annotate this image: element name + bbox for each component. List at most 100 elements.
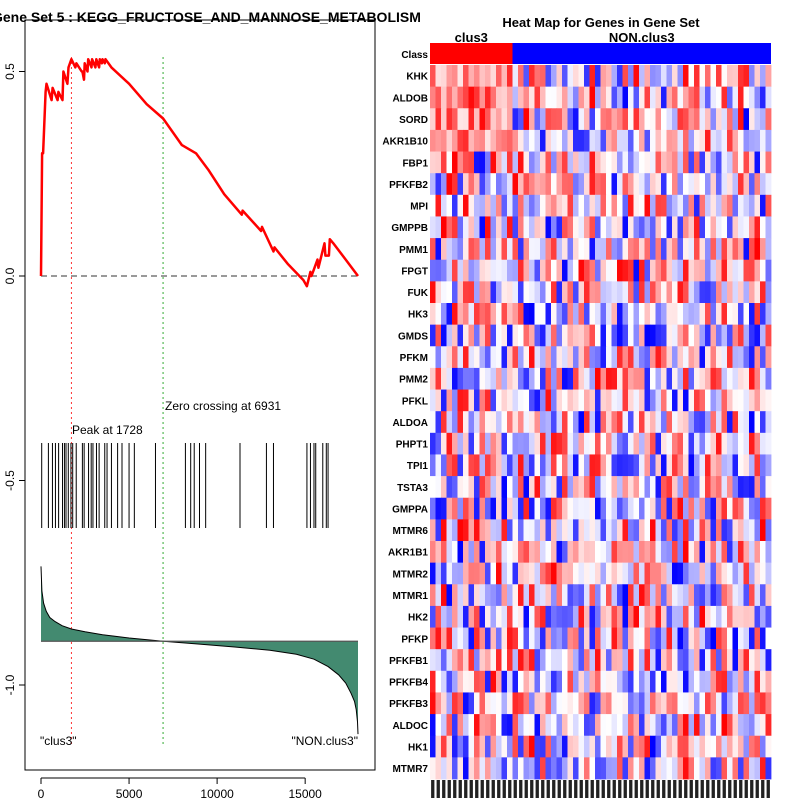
- heat-cell: [457, 108, 464, 131]
- heat-cell: [650, 541, 656, 564]
- heat-cell: [556, 519, 563, 542]
- heat-cell: [556, 303, 563, 326]
- heat-cell: [628, 497, 634, 520]
- heat-cell: [617, 584, 623, 607]
- sample-label-mark: [480, 780, 484, 798]
- heat-cell: [710, 432, 717, 455]
- heat-cell: [496, 389, 502, 412]
- heat-cell: [545, 497, 552, 520]
- heat-cell: [534, 303, 541, 326]
- heat-cell: [551, 432, 557, 455]
- heat-cell: [749, 757, 755, 780]
- heat-cell: [595, 173, 601, 196]
- heat-cell: [589, 454, 596, 477]
- heat-cell: [457, 692, 464, 715]
- heat-cell: [639, 454, 645, 477]
- heat-cell: [738, 411, 744, 434]
- heat-cell: [661, 86, 667, 109]
- heat-cell: [606, 411, 612, 434]
- heat-cell: [545, 605, 552, 628]
- heat-cell: [468, 151, 475, 174]
- heat-cell: [589, 108, 596, 131]
- heat-cell: [699, 194, 706, 217]
- heat-cell: [562, 216, 568, 239]
- heat-cell: [650, 346, 656, 369]
- heat-cell: [743, 86, 750, 109]
- heat-cell: [567, 649, 574, 672]
- heat-cell: [738, 303, 744, 326]
- heat-cell: [430, 86, 436, 109]
- heat-cell: [732, 476, 739, 499]
- heat-cell: [512, 281, 519, 304]
- heat-cell: [457, 281, 464, 304]
- heat-cell: [441, 454, 447, 477]
- heat-cell: [721, 173, 728, 196]
- heat-cell: [463, 324, 469, 347]
- heat-cell: [754, 476, 761, 499]
- sample-label-mark: [579, 780, 583, 798]
- gene-label: FBP1: [402, 158, 428, 169]
- heat-cell: [584, 649, 590, 672]
- heat-cell: [721, 389, 728, 412]
- heat-cell: [600, 129, 607, 152]
- heat-cell: [551, 303, 557, 326]
- heat-cell: [545, 541, 552, 564]
- heat-cell: [727, 735, 733, 758]
- heat-cell: [556, 259, 563, 282]
- heat-cell: [655, 605, 662, 628]
- heat-cell: [474, 281, 480, 304]
- heat-cell: [716, 454, 722, 477]
- heat-cell: [540, 259, 546, 282]
- heat-cell: [490, 454, 497, 477]
- heat-cell: [655, 367, 662, 390]
- heat-cell: [512, 259, 519, 282]
- heat-cell: [562, 670, 568, 693]
- heat-cell: [699, 432, 706, 455]
- heat-cell: [738, 692, 744, 715]
- heat-cell: [754, 432, 761, 455]
- heat-cell: [556, 562, 563, 585]
- heat-cell: [584, 238, 590, 261]
- heat-cell: [600, 65, 607, 88]
- group-label-clus3: clus3: [455, 30, 488, 45]
- heat-cell: [628, 65, 634, 88]
- heat-cell: [677, 670, 684, 693]
- gene-label: ALDOA: [392, 418, 428, 429]
- heat-cell: [749, 714, 755, 737]
- heat-cell: [589, 216, 596, 239]
- heat-cell: [699, 65, 706, 88]
- sample-label-mark: [453, 780, 457, 798]
- heat-cell: [721, 303, 728, 326]
- heat-cell: [655, 541, 662, 564]
- heat-cell: [716, 605, 722, 628]
- heat-cell: [540, 303, 546, 326]
- heat-cell: [677, 367, 684, 390]
- heat-cell: [732, 303, 739, 326]
- heat-cell: [512, 454, 519, 477]
- heat-cell: [688, 151, 695, 174]
- heat-cell: [655, 303, 662, 326]
- heat-cell: [468, 757, 475, 780]
- heat-cell: [446, 281, 453, 304]
- heat-cell: [573, 194, 579, 217]
- heat-cell: [628, 238, 634, 261]
- heat-cell: [661, 670, 667, 693]
- heat-cell: [628, 562, 634, 585]
- heat-cell: [655, 173, 662, 196]
- heat-cell: [606, 324, 612, 347]
- x-tick-label: 15000: [288, 787, 322, 800]
- heat-cell: [628, 108, 634, 131]
- heat-cell: [523, 757, 530, 780]
- peak-annotation: Peak at 1728: [72, 423, 143, 437]
- heat-cell: [765, 151, 772, 174]
- heat-cell: [441, 519, 447, 542]
- heat-cell: [501, 129, 508, 152]
- heat-cell: [644, 692, 651, 715]
- heat-cell: [435, 173, 442, 196]
- heat-cell: [683, 649, 689, 672]
- heat-cell: [743, 194, 750, 217]
- heat-cell: [496, 519, 502, 542]
- heat-cell: [573, 692, 579, 715]
- heat-cell: [633, 432, 640, 455]
- heat-cell: [754, 497, 761, 520]
